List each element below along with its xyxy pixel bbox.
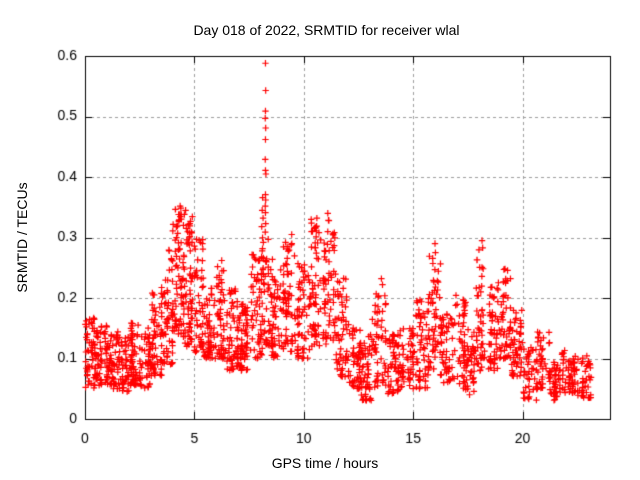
y-axis-label: SRMTID / TECUs xyxy=(14,182,30,293)
chart-title: Day 018 of 2022, SRMTID for receiver wla… xyxy=(193,22,460,38)
x-axis-label: GPS time / hours xyxy=(271,455,379,471)
